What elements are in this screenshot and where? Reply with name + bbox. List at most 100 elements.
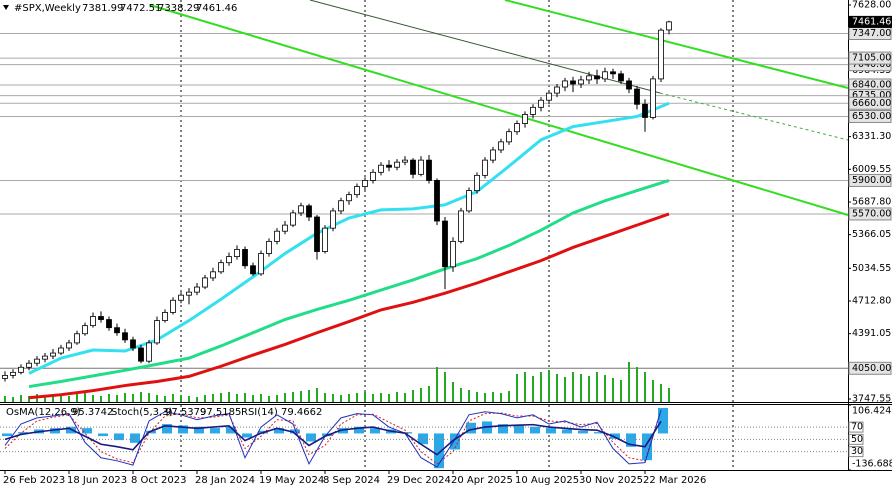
y2-tick-label: 30 (851, 446, 863, 457)
oscillator-line (4, 420, 662, 456)
volume-bar (348, 394, 350, 402)
osma-bar (530, 426, 540, 434)
volume-bar (20, 395, 22, 402)
osma-bar (434, 433, 444, 469)
candle-body (482, 159, 488, 176)
candle-body (26, 362, 32, 368)
levels (0, 33, 848, 369)
volume-bar (148, 393, 150, 402)
candle-body (530, 106, 536, 115)
osma-bar (370, 428, 380, 434)
osma-bar (466, 422, 476, 434)
x-tick-label: 8 Sep 2024 (323, 475, 380, 486)
y-tick-label: 3747.55 (852, 393, 891, 404)
candle-body (98, 316, 104, 320)
stoch-label: Stoch(5,3,3) (111, 407, 173, 418)
candle-body (138, 347, 144, 362)
candle-body (434, 180, 440, 222)
volume-bar (324, 393, 326, 402)
volume-bar (604, 375, 606, 402)
x-tick-label: 22 Mar 2026 (643, 475, 706, 486)
x-tick-label: 18 Jun 2023 (67, 475, 127, 486)
osma-value: 95.3742 (72, 407, 113, 418)
candle-body (330, 210, 336, 229)
level-box (848, 173, 892, 187)
osma-bar (194, 426, 204, 434)
candle-body (370, 171, 376, 181)
level-label: 7105.00 (852, 53, 891, 64)
trend-lines (149, 0, 849, 216)
volume-bar (404, 393, 406, 402)
oscillator-line (4, 410, 662, 465)
candle-body (34, 358, 40, 364)
volume-bar (468, 390, 470, 402)
volume-bar (300, 391, 302, 402)
x-tick-label: 26 Feb 2023 (3, 475, 65, 486)
candle-body (474, 174, 480, 191)
osma-bar (114, 433, 124, 441)
candle-body (354, 186, 360, 196)
volume-bar (516, 374, 518, 402)
level-label: 6840.00 (852, 79, 891, 90)
x-tick-label: 19 May 2024 (259, 475, 324, 486)
candle-body (178, 294, 184, 301)
y-tick-label: 5687.80 (852, 196, 891, 207)
oscillator-line (4, 410, 662, 468)
volume-bar (668, 388, 670, 402)
trend-line (149, 4, 849, 216)
collapse-icon[interactable] (3, 5, 9, 10)
volume-bar (476, 392, 478, 402)
osma-bar (82, 428, 92, 434)
volume-bar (644, 372, 646, 402)
candle-body (610, 71, 616, 75)
osma-bar (514, 425, 524, 434)
candles (2, 20, 672, 382)
volume-bar (180, 395, 182, 402)
osma-bar (2, 433, 12, 437)
osma-bar (610, 433, 620, 439)
volume-bar (116, 395, 118, 402)
osma-bar (338, 428, 348, 434)
volume-bar (4, 396, 6, 402)
osma-label: OsMA(12,26,9) (6, 407, 81, 418)
volume-bar (356, 393, 358, 402)
volume-bar (524, 372, 526, 402)
y2-tick-label: 50 (851, 434, 863, 445)
candle-body (50, 352, 56, 357)
candle-body (10, 371, 16, 376)
high-value: 7472.51 (120, 3, 161, 14)
level-label: 4050.00 (852, 363, 891, 374)
trend-line (659, 92, 849, 141)
candle-body (626, 80, 632, 90)
osma-bar (418, 433, 428, 445)
volume-bar (484, 393, 486, 402)
volume-bar (500, 393, 502, 402)
volume-bar (164, 396, 166, 402)
volume-bar (628, 362, 630, 402)
y-tick-label: -136.6882 (852, 459, 892, 470)
level-label: 6530.00 (852, 111, 891, 122)
volume-bar (540, 372, 542, 402)
candle-body (450, 240, 456, 268)
candle-body (66, 342, 72, 349)
x-tick-label: 28 Jan 2024 (195, 475, 255, 486)
candle-body (18, 366, 24, 373)
close-value: 7461.46 (196, 3, 237, 14)
volume-bar (28, 396, 30, 402)
y-tick-label: 5366.05 (852, 229, 891, 240)
volume-bar (108, 394, 110, 402)
candle-body (602, 71, 608, 80)
candle-body (546, 92, 552, 101)
oscillator-header: OsMA(12,26,9) 95.3742 Stoch(5,3,3) 97.53… (6, 407, 322, 418)
current-price-label: 7461.46 (852, 16, 891, 27)
osma-bar (658, 407, 668, 434)
candle-body (338, 200, 344, 212)
level-label: 6735.00 (852, 90, 891, 101)
candle-body (218, 262, 224, 273)
level-box (848, 96, 892, 110)
candle-body (402, 159, 408, 163)
volume-bar (124, 393, 126, 402)
candle-body (458, 210, 464, 242)
volume-bar (452, 382, 454, 402)
volume-bar (276, 395, 278, 402)
